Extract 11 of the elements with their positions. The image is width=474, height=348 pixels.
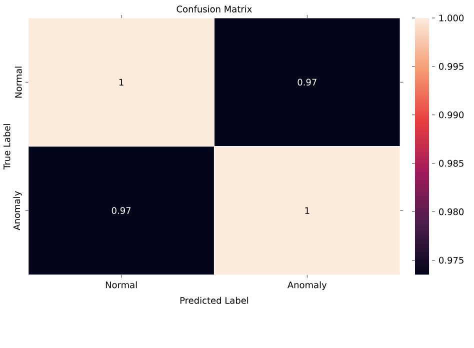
data-label: 1 bbox=[305, 207, 310, 214]
y-axis-title: True Label bbox=[3, 124, 10, 170]
chart-title: Confusion Matrix bbox=[176, 6, 252, 13]
color-bar-label: 1.000 bbox=[439, 14, 464, 22]
color-bar-label: 0.985 bbox=[439, 160, 464, 167]
x-axis-title: Predicted Label bbox=[180, 297, 248, 304]
color-bar-label: 0.975 bbox=[439, 256, 464, 264]
color-bar-label: 0.995 bbox=[439, 63, 464, 70]
color-bar-label: 0.980 bbox=[439, 208, 464, 216]
color-bar-label: 0.990 bbox=[439, 112, 464, 118]
data-label: 0.97 bbox=[112, 207, 131, 214]
